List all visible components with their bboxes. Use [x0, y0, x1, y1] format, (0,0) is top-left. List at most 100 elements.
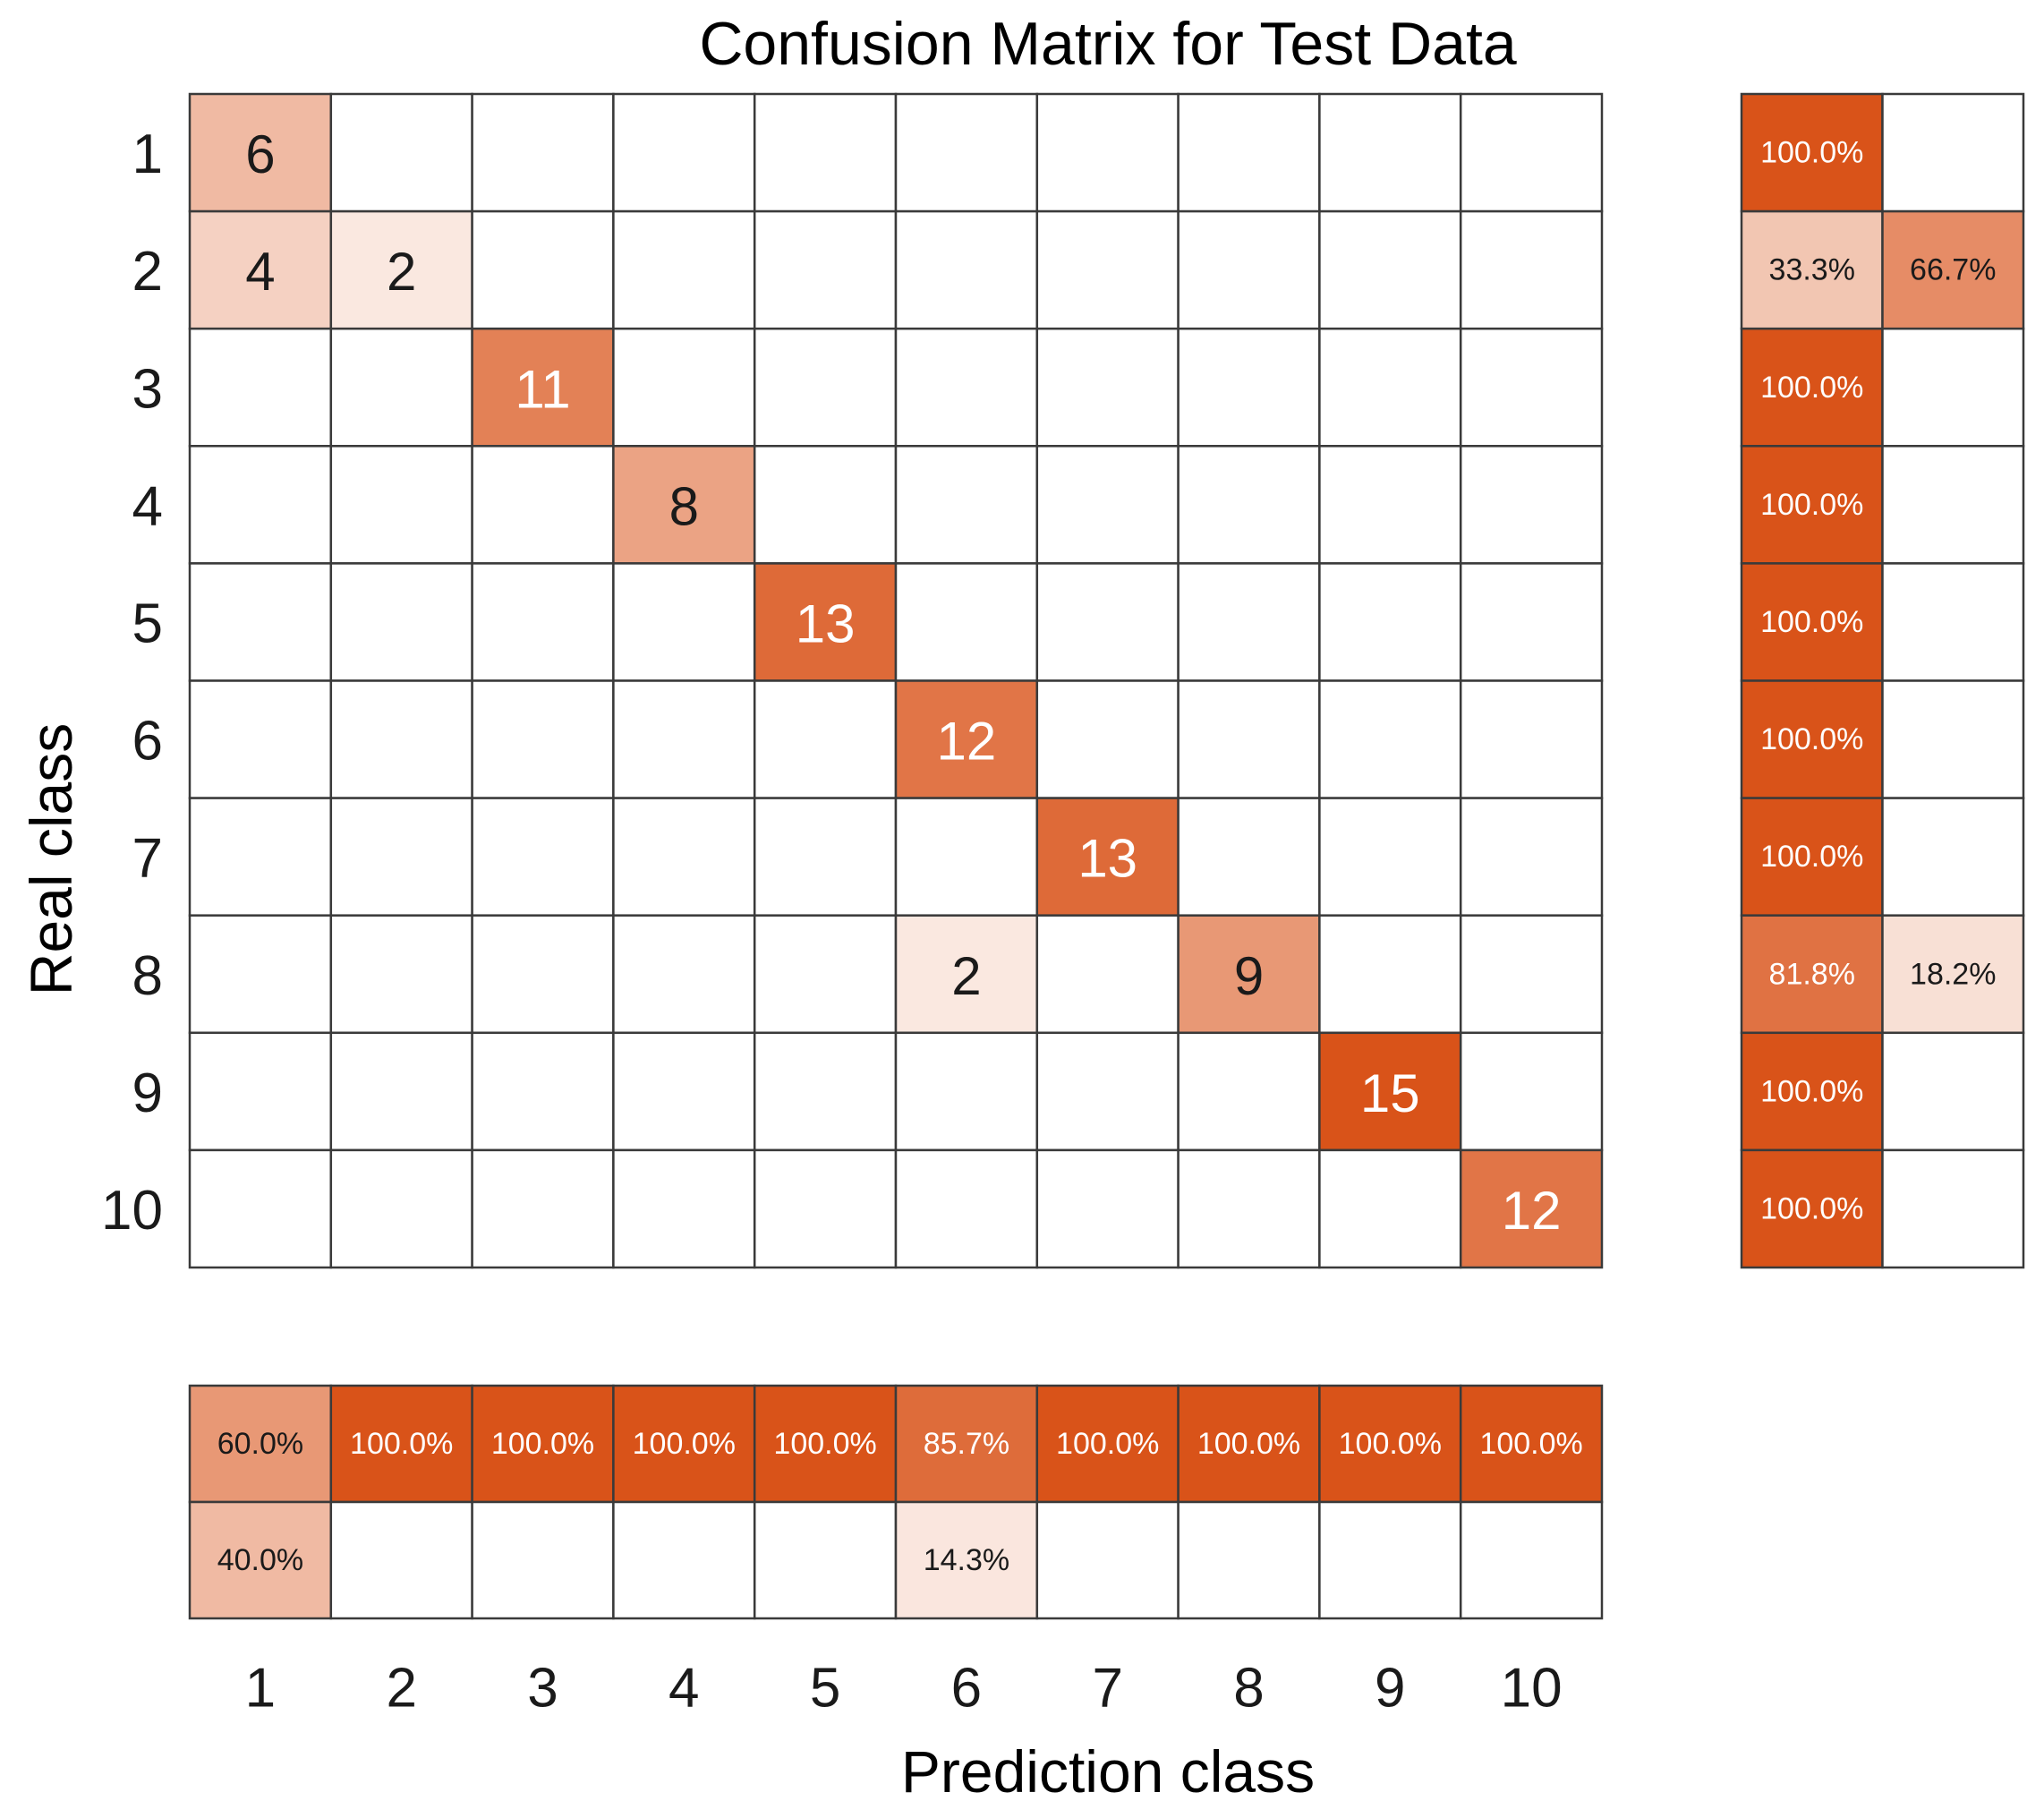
matrix-cell-value: 12 — [1502, 1181, 1562, 1241]
row-summary-correct-cell — [1740, 797, 1884, 917]
matrix-cell — [753, 679, 898, 799]
matrix-cell — [1318, 679, 1462, 799]
matrix-cell — [329, 1031, 473, 1152]
column-summary-value: 40.0% — [217, 1543, 303, 1577]
matrix-cell — [1318, 1148, 1462, 1269]
column-summary-incorrect-cell — [471, 1500, 615, 1620]
matrix-cell — [471, 209, 615, 330]
column-summary-value: 100.0% — [350, 1427, 453, 1461]
matrix-cell — [1035, 562, 1180, 682]
column-summary-value: 100.0% — [1339, 1427, 1442, 1461]
matrix-cell — [471, 445, 615, 565]
y-tick-label: 8 — [132, 945, 163, 1007]
y-tick-label: 7 — [132, 828, 163, 890]
column-summary-incorrect-cell — [1318, 1500, 1462, 1620]
row-summary-incorrect-cell — [1881, 914, 2025, 1035]
matrix-cell — [471, 914, 615, 1035]
x-tick-label: 7 — [1092, 1658, 1122, 1720]
row-summary-incorrect-cell — [1881, 327, 2025, 448]
matrix-cell — [753, 445, 898, 565]
column-summary-incorrect-cell — [753, 1500, 898, 1620]
column-summary-value: 60.0% — [217, 1427, 303, 1461]
matrix-cell — [612, 1148, 756, 1269]
matrix-cell — [471, 92, 615, 213]
confusion-matrix-grid: 6 4 2 11 8 13 12 13 2 9 15 12 — [188, 92, 1604, 1269]
matrix-cell — [188, 209, 333, 330]
matrix-cell — [1459, 1148, 1604, 1269]
matrix-cell — [1035, 209, 1180, 330]
column-summary-incorrect-cell — [612, 1500, 756, 1620]
row-summary-incorrect-cell — [1881, 797, 2025, 917]
row-summary-correct-cell — [1740, 914, 1884, 1035]
column-summary-correct-cell — [471, 1384, 615, 1504]
x-tick-label: 4 — [669, 1658, 699, 1720]
matrix-cell-value: 9 — [1234, 946, 1264, 1006]
row-summary-value: 66.7% — [1910, 253, 1996, 287]
matrix-cell — [753, 797, 898, 917]
matrix-cell-value: 8 — [669, 476, 699, 536]
x-tick-label: 6 — [951, 1658, 982, 1720]
matrix-cell — [612, 327, 756, 448]
matrix-cell — [1177, 327, 1321, 448]
matrix-cell-value: 12 — [937, 712, 997, 772]
matrix-cell — [894, 1031, 1039, 1152]
row-summary-correct-cell — [1740, 209, 1884, 330]
y-axis-title: Real class — [18, 723, 84, 995]
matrix-cell — [188, 797, 333, 917]
matrix-cell — [188, 327, 333, 448]
y-tick-label: 5 — [132, 593, 163, 654]
matrix-cell — [612, 562, 756, 682]
column-summary-value: 100.0% — [1479, 1427, 1582, 1461]
column-summary-incorrect-cell — [329, 1500, 473, 1620]
matrix-cell — [188, 1148, 333, 1269]
matrix-cell — [1177, 797, 1321, 917]
column-summary-correct-cell — [1459, 1384, 1604, 1504]
x-tick-label: 3 — [527, 1658, 558, 1720]
matrix-cell — [188, 679, 333, 799]
column-summary-value: 100.0% — [491, 1427, 594, 1461]
matrix-cell — [329, 92, 473, 213]
matrix-cell — [329, 679, 473, 799]
row-summary-value: 18.2% — [1910, 957, 1996, 991]
matrix-cell — [1035, 1148, 1180, 1269]
column-summary-value: 14.3% — [924, 1543, 1009, 1577]
row-summary-incorrect-cell — [1881, 562, 2025, 682]
row-summary-value: 33.3% — [1769, 253, 1855, 287]
matrix-cell — [1459, 679, 1604, 799]
matrix-cell — [188, 445, 333, 565]
matrix-cell-value: 2 — [951, 946, 981, 1006]
column-summary-value: 100.0% — [633, 1427, 736, 1461]
matrix-cell — [1459, 209, 1604, 330]
matrix-cell — [471, 679, 615, 799]
matrix-cell — [471, 562, 615, 682]
row-summary-value: 100.0% — [1760, 1074, 1863, 1108]
x-axis-title: Prediction class — [901, 1738, 1315, 1805]
matrix-cell — [1177, 562, 1321, 682]
matrix-cell — [1459, 445, 1604, 565]
y-tick-label: 10 — [101, 1180, 163, 1242]
row-summary-value: 81.8% — [1769, 957, 1855, 991]
matrix-cell — [471, 1148, 615, 1269]
row-summary-correct-cell — [1740, 327, 1884, 448]
x-tick-label: 5 — [810, 1658, 840, 1720]
y-tick-label: 4 — [132, 475, 163, 537]
row-summary-value: 100.0% — [1760, 371, 1863, 405]
matrix-cell — [188, 562, 333, 682]
matrix-cell — [329, 562, 473, 682]
matrix-cell — [1318, 562, 1462, 682]
matrix-cell — [1035, 92, 1180, 213]
matrix-cell — [1177, 1148, 1321, 1269]
matrix-cell — [1035, 1031, 1180, 1152]
y-tick-label: 3 — [132, 358, 163, 420]
row-summary-correct-cell — [1740, 562, 1884, 682]
y-tick-label: 9 — [132, 1063, 163, 1124]
x-tick-label: 8 — [1233, 1658, 1264, 1720]
matrix-cell — [894, 1148, 1039, 1269]
matrix-cell — [1318, 797, 1462, 917]
matrix-cell — [1035, 445, 1180, 565]
matrix-cell-value: 15 — [1360, 1063, 1420, 1123]
x-tick-label: 10 — [1501, 1658, 1563, 1720]
matrix-cell — [1177, 914, 1321, 1035]
matrix-cell — [1177, 445, 1321, 565]
matrix-cell — [329, 327, 473, 448]
